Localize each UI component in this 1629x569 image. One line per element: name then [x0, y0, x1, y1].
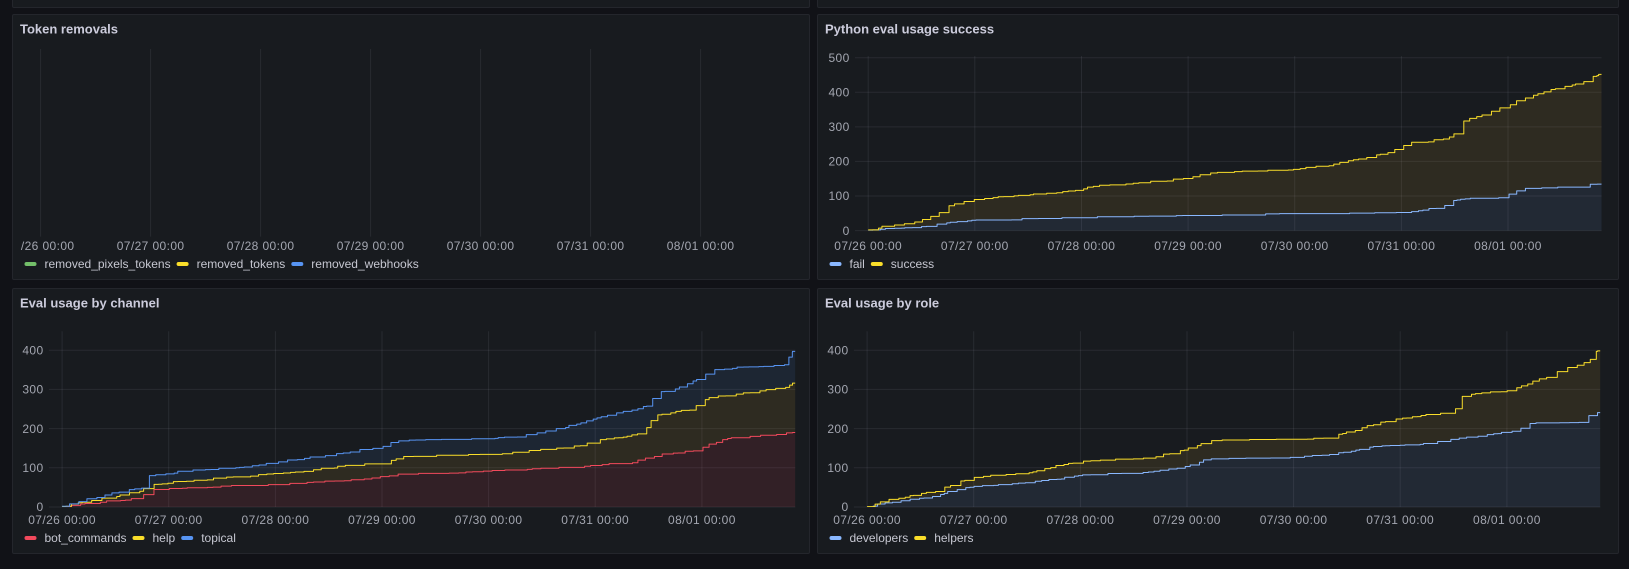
svg-text:400: 400 [827, 343, 848, 357]
svg-text:300: 300 [22, 383, 43, 397]
svg-text:07/26 00:00: 07/26 00:00 [834, 239, 902, 253]
svg-text:07/27 00:00: 07/27 00:00 [135, 513, 203, 527]
svg-text:07/26 00:00: 07/26 00:00 [833, 513, 901, 527]
svg-text:500: 500 [828, 51, 849, 65]
svg-text:200: 200 [828, 155, 849, 169]
svg-text:07/31 00:00: 07/31 00:00 [1366, 513, 1434, 527]
svg-text:200: 200 [827, 422, 848, 436]
svg-text:07/31 00:00: 07/31 00:00 [557, 239, 625, 253]
svg-text:Token removals: Token removals [20, 22, 118, 37]
svg-text:removed_pixels_tokens: removed_pixels_tokens [45, 257, 171, 271]
svg-text:07/29 00:00: 07/29 00:00 [1153, 513, 1221, 527]
svg-text:Eval usage by role: Eval usage by role [825, 296, 939, 311]
svg-text:07/28 00:00: 07/28 00:00 [1048, 239, 1116, 253]
svg-text:help: help [153, 531, 176, 545]
svg-text:0: 0 [37, 500, 44, 514]
svg-text:300: 300 [827, 383, 848, 397]
svg-text:0: 0 [842, 500, 849, 514]
svg-text:400: 400 [22, 343, 43, 357]
svg-text:Eval usage by channel: Eval usage by channel [20, 296, 159, 311]
svg-text:removed_webhooks: removed_webhooks [311, 257, 418, 271]
svg-text:100: 100 [827, 461, 848, 475]
svg-text:100: 100 [22, 461, 43, 475]
svg-text:07/27 00:00: 07/27 00:00 [941, 239, 1009, 253]
svg-text:developers: developers [850, 531, 909, 545]
svg-text:300: 300 [828, 120, 849, 134]
svg-text:07/28 00:00: 07/28 00:00 [242, 513, 310, 527]
svg-text:07/29 00:00: 07/29 00:00 [337, 239, 405, 253]
svg-text:0: 0 [843, 224, 850, 238]
svg-text:100: 100 [828, 189, 849, 203]
svg-text:removed_tokens: removed_tokens [197, 257, 286, 271]
svg-text:07/30 00:00: 07/30 00:00 [447, 239, 515, 253]
svg-text:08/01 00:00: 08/01 00:00 [1474, 239, 1542, 253]
svg-text:07/28 00:00: 07/28 00:00 [1047, 513, 1115, 527]
svg-text:success: success [891, 257, 934, 271]
svg-text:07/31 00:00: 07/31 00:00 [561, 513, 629, 527]
svg-text:fail: fail [850, 257, 865, 271]
svg-text:Python eval usage success: Python eval usage success [825, 22, 994, 37]
svg-text:topical: topical [201, 531, 236, 545]
svg-text:08/01 00:00: 08/01 00:00 [667, 239, 735, 253]
svg-text:08/01 00:00: 08/01 00:00 [668, 513, 736, 527]
svg-text:07/28 00:00: 07/28 00:00 [227, 239, 295, 253]
svg-text:07/30 00:00: 07/30 00:00 [1260, 513, 1328, 527]
svg-text:07/30 00:00: 07/30 00:00 [1261, 239, 1329, 253]
svg-text:helpers: helpers [934, 531, 973, 545]
svg-text:07/27 00:00: 07/27 00:00 [940, 513, 1008, 527]
svg-text:07/29 00:00: 07/29 00:00 [1154, 239, 1222, 253]
svg-text:400: 400 [828, 86, 849, 100]
svg-text:07/29 00:00: 07/29 00:00 [348, 513, 416, 527]
svg-text:07/26 00:00: 07/26 00:00 [28, 513, 96, 527]
svg-text:07/27 00:00: 07/27 00:00 [117, 239, 185, 253]
svg-text:200: 200 [22, 422, 43, 436]
svg-text:07/31 00:00: 07/31 00:00 [1368, 239, 1436, 253]
svg-text:bot_commands: bot_commands [45, 531, 127, 545]
svg-text:07/30 00:00: 07/30 00:00 [455, 513, 523, 527]
svg-text:08/01 00:00: 08/01 00:00 [1473, 513, 1541, 527]
svg-text:07/26 00:00: 07/26 00:00 [12, 239, 74, 253]
